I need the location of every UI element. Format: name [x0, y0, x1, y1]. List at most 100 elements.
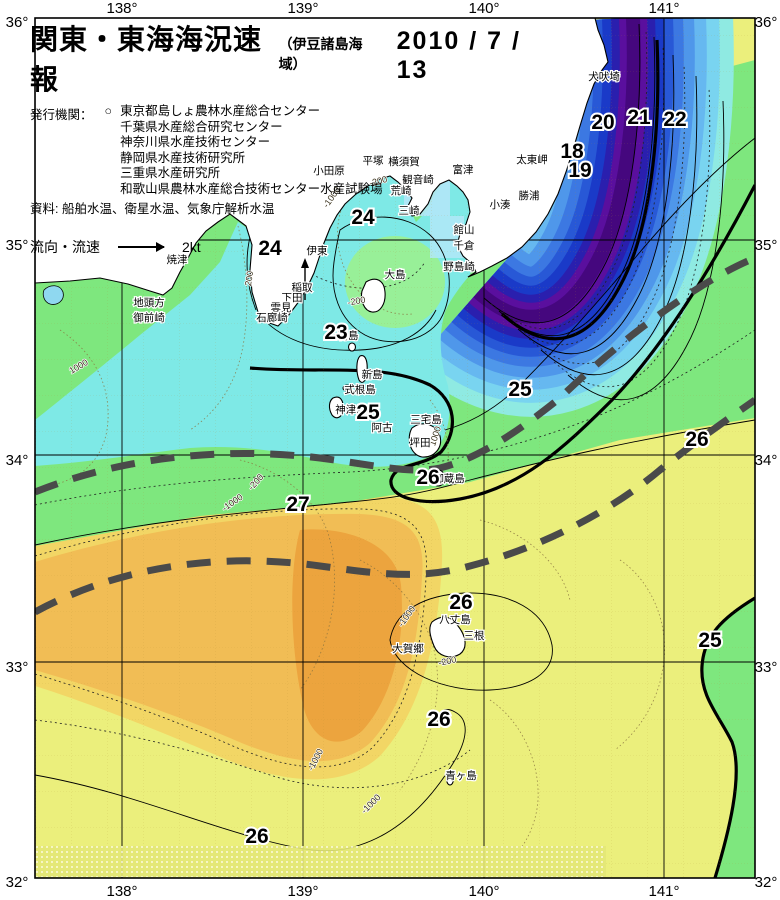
place-name-label: 新島 — [362, 368, 383, 381]
issuer-label: 発行機関： — [30, 108, 93, 122]
honshu-coastline — [35, 18, 609, 327]
place-name-label: 伊東 — [307, 244, 328, 257]
lake-hamana — [42, 285, 64, 305]
niijima-island — [356, 355, 368, 383]
sst-value-label: 26 — [685, 428, 708, 451]
agency-item: 和歌山県農林水産総合技術センター水産試験場 — [120, 181, 383, 196]
axis-tick-label: 34° — [6, 452, 29, 469]
hachijojima-island — [429, 616, 466, 658]
land — [35, 18, 609, 786]
place-name-label: 阿古 — [372, 421, 393, 434]
agency-item: 静岡県水産技術研究所 — [120, 150, 246, 165]
report-title: 関東・東海海況速報 — [30, 24, 263, 95]
agency-list: 東京都島しょ農林水産総合センター 千葉県水産総合研究センター 神奈川県水産技術センタ… — [120, 104, 383, 197]
sparse-data-hatch — [36, 846, 606, 877]
kozushima-island — [328, 396, 344, 419]
place-name-label: 焼津 — [167, 254, 188, 266]
agency-item: 神奈川県水産技術センター — [120, 135, 271, 149]
aogashima-island — [445, 772, 455, 786]
place-name-label: 雲見 — [271, 302, 292, 314]
toshima-island — [347, 342, 357, 352]
place-name-label: 青ヶ島 — [445, 769, 477, 782]
sst-value-label: 21 — [627, 106, 651, 129]
oshima-island — [360, 278, 386, 313]
place-name-label: 利島 — [338, 329, 359, 342]
sst-value-label: 24 — [258, 237, 282, 260]
depth-contour-label: 200 — [243, 270, 255, 287]
flow-legend-label: 流向・流速 — [30, 239, 100, 255]
place-name-label: 富津 — [453, 163, 474, 176]
place-name-label: 横須賀 — [388, 155, 420, 168]
agency-item: 三重県水産研究所 — [120, 166, 221, 180]
title-row: 関東・東海海況速報 （伊豆諸島海域） 2010 / 7 / 13 — [30, 18, 550, 98]
depth-contour-label: -200 — [347, 295, 366, 308]
mikurajima-island — [430, 469, 446, 487]
axis-tick-label: 140° — [468, 0, 499, 17]
sst-value-label: 26 — [245, 825, 268, 848]
place-name-label: 館山 — [454, 223, 475, 236]
sst-value-label: 25 — [508, 378, 532, 401]
place-name-label: 御蔵島 — [433, 472, 465, 485]
header: 関東・東海海況速報 （伊豆諸島海域） 2010 / 7 / 13 発行機関： ○… — [30, 18, 550, 257]
sst-value-label: 26 — [416, 466, 439, 489]
issuing-agencies: 発行機関： ○ 東京都島しょ農林水産総合センター 千葉県水産総合研究センター 神奈川… — [30, 104, 550, 197]
axis-tick-label: 139° — [287, 883, 318, 900]
axis-tick-label: 141° — [648, 0, 679, 17]
place-name-label: 平塚 — [363, 155, 384, 167]
axis-tick-label: 33° — [755, 659, 778, 676]
axis-tick-label: 138° — [106, 0, 137, 17]
place-name-label: 野島崎 — [443, 260, 475, 273]
sst-value-label: 25 — [356, 401, 380, 424]
sst-value-label: 25 — [698, 629, 722, 652]
axis-tick-label: 141° — [648, 883, 679, 900]
place-name-label: 大賀郷 — [392, 642, 424, 655]
axis-tick-label: 138° — [106, 883, 137, 900]
agency-item: 東京都島しょ農林水産総合センター — [120, 104, 321, 118]
miyakejima-island — [408, 423, 442, 458]
report-subarea: （伊豆諸島海域） — [278, 36, 363, 72]
place-name-label: 神津島 — [335, 403, 367, 416]
axis-tick-label: 35° — [6, 237, 29, 254]
agency-item: 千葉県水産総合研究センター — [120, 119, 283, 134]
place-name-label: 三宅島 — [410, 413, 442, 426]
axis-tick-label: 36° — [755, 14, 778, 31]
axis-tick-label: 34° — [755, 452, 778, 469]
axis-labels: 138° 139° 140° 141° 138° 139° 140° 141° 36° 35° 34… — [6, 0, 778, 900]
place-name-label: 犬吠埼 — [588, 70, 620, 83]
axis-tick-label: 139° — [287, 0, 318, 17]
place-name-label: 三崎 — [399, 204, 420, 217]
sst-value-label: 23 — [324, 321, 347, 344]
place-name-label: 荒崎 — [391, 184, 412, 197]
place-name-label: 小湊 — [490, 198, 511, 211]
axis-tick-label: 32° — [755, 874, 778, 891]
axis-tick-label: 36° — [6, 14, 29, 31]
current-axis-dashed — [35, 254, 755, 616]
map-layers — [35, 18, 755, 878]
place-name-label: 千倉 — [454, 239, 475, 252]
flow-speed: 2kt — [182, 239, 201, 255]
sst-value-label: 26 — [427, 708, 450, 731]
sst-value-label: 24 — [351, 206, 375, 229]
place-name-label: 小田原 — [313, 165, 345, 177]
place-name-label: 稲取 — [292, 282, 313, 294]
report-date: 2010 / 7 / 13 — [396, 27, 521, 84]
axis-tick-label: 33° — [6, 659, 29, 676]
place-name-label: 御前崎 — [133, 311, 165, 324]
issuer-mark: ○ — [104, 104, 113, 118]
axis-tick-label: 140° — [468, 883, 499, 900]
sst-value-label: 18 — [560, 140, 584, 163]
axis-tick-label: 32° — [6, 874, 29, 891]
shikinejima-island — [342, 384, 352, 392]
sst-value-label: 19 — [568, 159, 591, 182]
place-name-label: 太東岬 — [516, 153, 548, 166]
map-frame — [34, 17, 756, 879]
flow-arrow-icon — [118, 242, 165, 252]
place-name-label: 三根 — [464, 629, 485, 642]
current-vector-arrow — [301, 258, 309, 300]
place-name-label: 石廊崎 — [256, 311, 288, 324]
place-name-label: 八丈島 — [439, 613, 471, 626]
sst-value-label: 22 — [663, 108, 686, 131]
sst-value-label: 26 — [449, 591, 472, 614]
